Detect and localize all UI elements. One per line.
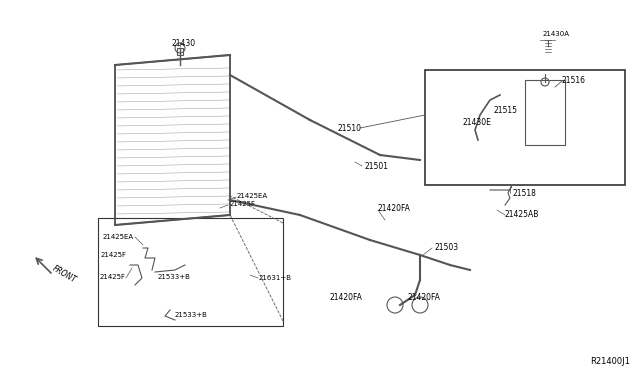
Text: 21533+B: 21533+B [175,312,208,318]
Text: 21420FA: 21420FA [378,203,411,212]
Text: 21425EA: 21425EA [237,193,268,199]
Text: 21510: 21510 [338,124,362,132]
Text: 21425F: 21425F [101,252,127,258]
Bar [98,218,283,326]
Text: 21430A: 21430A [543,31,570,37]
Text: 21533+B: 21533+B [158,274,191,280]
Text: 21631+B: 21631+B [259,275,292,281]
Text: 21430: 21430 [172,38,196,48]
Text: 21420FA: 21420FA [408,292,441,301]
Text: 21425F: 21425F [100,274,126,280]
Text: 21518: 21518 [513,189,537,198]
Text: 21425AB: 21425AB [505,209,540,218]
Bar [525,80,565,145]
Bar [425,70,625,185]
Text: FRONT: FRONT [51,264,78,285]
Text: 21503: 21503 [435,244,459,253]
Text: 21425F: 21425F [230,201,256,207]
Text: 21516: 21516 [562,76,586,84]
Text: R21400J1: R21400J1 [590,357,630,366]
Text: 21420FA: 21420FA [330,292,363,301]
Bar [177,48,183,55]
Text: 21430E: 21430E [463,118,492,126]
Text: 21425EA: 21425EA [103,234,134,240]
Text: 21501: 21501 [365,161,389,170]
Text: 21515: 21515 [494,106,518,115]
